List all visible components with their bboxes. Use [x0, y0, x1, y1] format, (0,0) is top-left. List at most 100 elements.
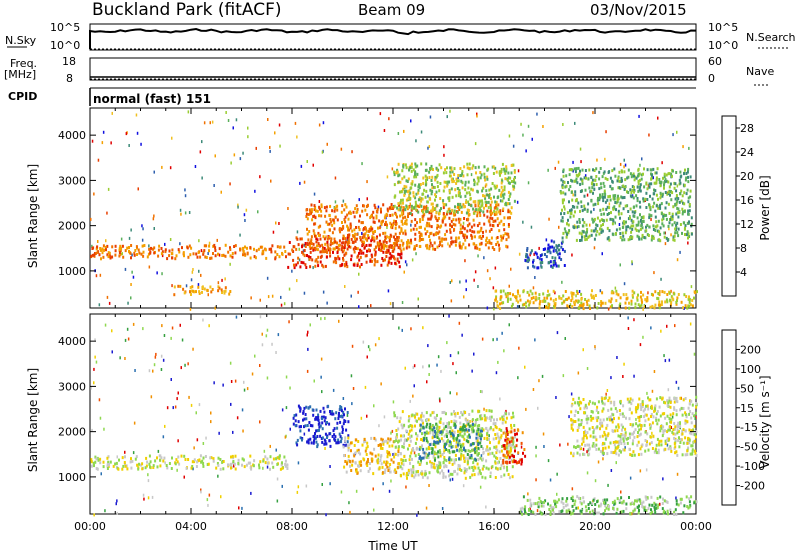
rti-cell: [495, 456, 497, 460]
rti-cell: [502, 223, 505, 227]
rti-cell: [618, 179, 621, 183]
rti-cell: [331, 412, 334, 416]
rti-cell: [119, 244, 122, 248]
rti-cell: [272, 230, 275, 234]
rti-cell: [147, 496, 150, 500]
rti-cell: [276, 245, 279, 249]
rti-cell: [436, 185, 439, 189]
rti-cell: [326, 142, 328, 146]
rti-cell: [627, 191, 630, 194]
rti-cell: [138, 251, 141, 255]
rti-cell: [189, 290, 191, 294]
rti-cell: [420, 199, 423, 203]
rti-cell: [557, 252, 559, 256]
rti-cell: [195, 252, 198, 256]
rti-cell: [411, 474, 414, 478]
rti-cell: [332, 260, 335, 264]
rti-cell: [453, 173, 456, 176]
rti-cell: [445, 212, 448, 216]
rti-cell: [314, 206, 317, 210]
rti-cell: [615, 299, 618, 303]
rti-cell: [333, 209, 336, 213]
rti-cell: [151, 495, 154, 499]
rti-cell: [414, 162, 417, 166]
rti-cell: [660, 202, 663, 206]
rti-cell: [570, 291, 573, 295]
rti-cell: [94, 338, 96, 342]
rti-cell: [506, 178, 509, 182]
rti-cell: [584, 443, 587, 447]
rti-cell: [365, 205, 368, 208]
rti-cell: [190, 466, 193, 470]
rti-cell: [134, 369, 136, 372]
rti-cell: [464, 180, 467, 184]
rti-cell: [561, 201, 564, 205]
rti-cell: [437, 355, 440, 359]
rti-cell: [586, 471, 589, 475]
rti-cell: [356, 247, 359, 251]
rti-cell: [676, 211, 679, 215]
rti-cell: [619, 296, 622, 300]
rti-cell: [381, 257, 384, 260]
rti-cell: [322, 250, 325, 254]
rti-cell: [448, 199, 451, 203]
rti-cell: [288, 320, 290, 324]
rti-cell: [623, 238, 626, 242]
rti-cell: [342, 410, 345, 414]
rti-cell: [620, 180, 623, 183]
rti-cell: [686, 170, 689, 174]
rti-cell: [531, 292, 534, 296]
rti-cell: [477, 436, 480, 440]
rti-cell: [511, 465, 514, 469]
rti-cell: [521, 303, 524, 307]
rti-cell: [659, 184, 662, 188]
rti-cell: [389, 233, 392, 237]
rti-cell: [96, 467, 99, 471]
rti-cell: [408, 458, 411, 462]
rti-cell: [406, 438, 408, 442]
rti-cell: [225, 111, 227, 114]
rti-cell: [496, 196, 499, 200]
rti-cell: [321, 243, 324, 247]
rti-cell: [502, 459, 505, 462]
rti-cell: [488, 241, 491, 245]
rti-cell: [304, 242, 307, 245]
rti-cell: [249, 466, 252, 470]
rti-cell: [281, 251, 283, 255]
rti-cell: [293, 414, 296, 418]
rti-cell: [479, 209, 482, 213]
rti-cell: [574, 170, 577, 174]
rti-cell: [394, 226, 397, 230]
rti-cell: [388, 451, 391, 455]
rti-cell: [642, 293, 645, 297]
rti-cell: [341, 221, 343, 224]
rti-cell: [650, 182, 653, 186]
rti-cell: [645, 404, 647, 408]
rti-cell: [436, 436, 439, 439]
rti-cell: [502, 289, 505, 293]
rti-cell: [416, 412, 419, 416]
rti-cell: [590, 233, 593, 237]
rti-cell: [351, 459, 354, 463]
rti-cell: [504, 430, 507, 434]
rti-cell: [477, 428, 480, 431]
rti-cell: [399, 180, 402, 184]
rti-cell: [655, 220, 658, 224]
rti-cell: [628, 432, 631, 436]
rti-cell: [573, 205, 576, 209]
rti-cell: [551, 245, 554, 249]
rti-cell: [398, 173, 401, 177]
rti-cell: [319, 424, 322, 428]
rti-cell: [513, 169, 516, 173]
rti-cell: [506, 429, 509, 433]
rti-cell: [410, 327, 412, 331]
rti-cell: [667, 224, 670, 228]
rti-cell: [309, 247, 312, 250]
rti-cell: [342, 422, 345, 426]
rti-cell: [625, 416, 627, 420]
rti-cell: [567, 231, 570, 235]
rti-cell: [469, 193, 472, 197]
rti-cell: [577, 506, 579, 510]
rti-cell: [339, 408, 341, 411]
rti-cell: [468, 435, 471, 439]
